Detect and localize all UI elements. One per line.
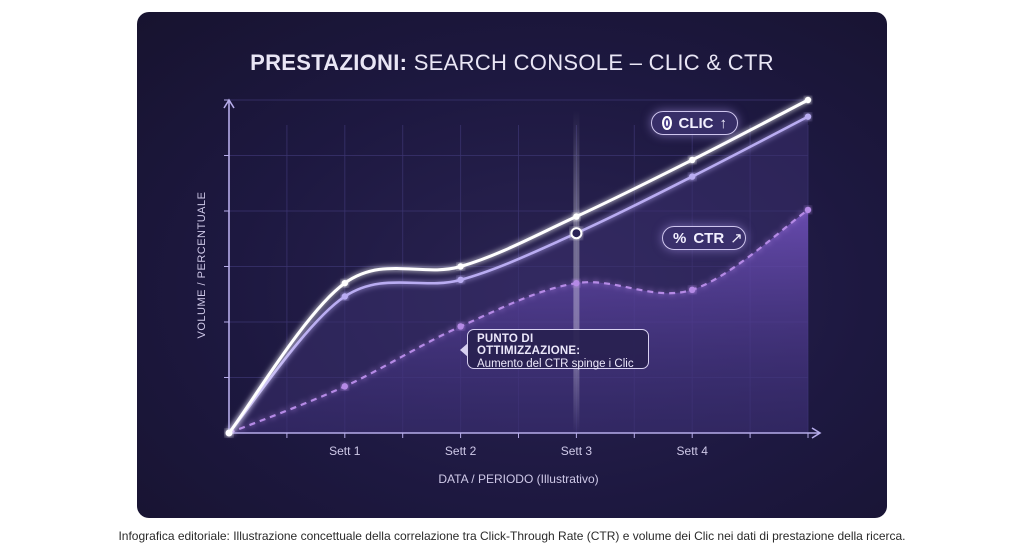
points-layer: [225, 96, 812, 437]
x-axis-arrow-icon: [811, 427, 822, 439]
callout-heading: PUNTO DI OTTIMIZZAZIONE:: [477, 333, 581, 357]
data-point-ctr: [457, 323, 464, 330]
legend-ctr-label: CTR: [693, 229, 725, 247]
series-line-ctr: [228, 208, 809, 435]
data-point-clic-secondary: [341, 293, 348, 300]
callout-pointer: [460, 343, 468, 357]
arrow-up-right-icon: ↗: [730, 230, 743, 247]
title-bold-part: PRESTAZIONI:: [250, 50, 408, 75]
arrow-up-icon: ↑: [719, 114, 728, 132]
data-point-clic: [689, 156, 696, 164]
x-tick-label: Sett 4: [677, 444, 709, 458]
data-point-ctr: [341, 383, 348, 390]
chart-title: PRESTAZIONI: SEARCH CONSOLE – CLIC & CTR: [137, 50, 887, 76]
data-point-ctr: [573, 279, 580, 287]
callout-text: Aumento del CTR spinge i Clic: [477, 358, 634, 370]
data-point-clic: [573, 213, 580, 220]
area-layer: [229, 110, 808, 434]
data-point-clic-secondary: [689, 173, 696, 180]
series-line-clic-secondary: [228, 115, 809, 434]
x-axis-label: DATA / PERIODO (Illustrativo): [438, 472, 598, 486]
axes: [223, 98, 822, 439]
data-point-clic: [804, 96, 812, 104]
data-point-ctr: [804, 206, 812, 214]
series-line-clic: [227, 98, 809, 434]
origin-point: [225, 429, 233, 437]
x-tick-label: Sett 1: [329, 444, 361, 458]
series-layer: [227, 98, 809, 435]
figure-caption: Infografica editoriale: Illustrazione co…: [118, 529, 906, 543]
data-point-clic: [341, 279, 348, 287]
data-point-ctr: [689, 286, 696, 294]
ctr-area: [229, 209, 808, 433]
data-point-clic-secondary: [804, 113, 812, 120]
percent-icon: %: [673, 229, 687, 247]
optimization-callout: PUNTO DI OTTIMIZZAZIONE: Aumento del CTR…: [467, 329, 649, 370]
legend-ctr: % CTR ↗: [662, 226, 746, 250]
title-rest-part: SEARCH CONSOLE – CLIC & CTR: [407, 50, 774, 75]
data-point-clic-secondary: [570, 227, 583, 240]
target-dot-icon: [662, 116, 672, 130]
x-tick-label: Sett 2: [445, 444, 477, 458]
legend-clic-label: CLIC: [678, 114, 714, 132]
x-tick-label: Sett 3: [561, 444, 593, 458]
y-axis-label: VOLUME / PERCENTUALE: [196, 192, 208, 339]
tick-labels: Sett 1 Sett 2 Sett 3 Sett 4: [329, 444, 708, 458]
data-point-clic: [457, 263, 464, 270]
legend-clic: CLIC ↑: [651, 111, 738, 135]
data-point-clic-secondary: [457, 276, 464, 284]
